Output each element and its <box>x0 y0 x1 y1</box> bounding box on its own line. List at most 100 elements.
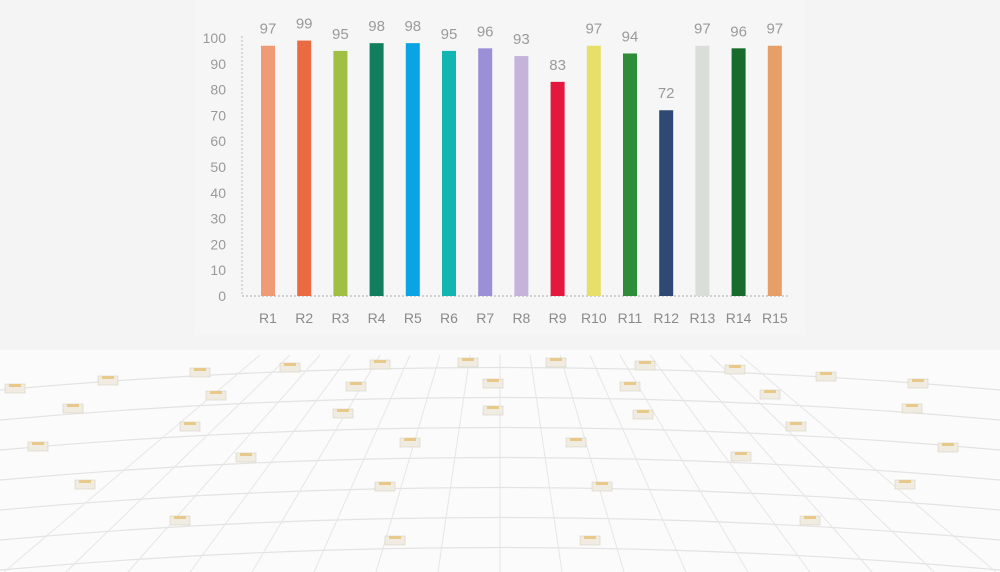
x-tick-label: R11 <box>618 310 643 326</box>
led-chip <box>482 405 504 416</box>
floor-ray <box>709 354 935 572</box>
bar-r12 <box>659 110 674 297</box>
y-tick-label: 90 <box>210 56 226 72</box>
led-chip <box>374 481 396 492</box>
led-chip <box>901 403 923 414</box>
x-tick-label: R5 <box>404 310 422 326</box>
data-label: 83 <box>549 57 566 74</box>
bar-r4 <box>369 43 384 296</box>
led-chip <box>345 381 367 392</box>
x-tick-label: R8 <box>512 310 530 326</box>
bar-r1 <box>261 45 275 296</box>
led-chip <box>815 371 837 382</box>
x-tick-label: R10 <box>581 310 607 326</box>
y-tick-label: 30 <box>210 211 226 227</box>
led-chip <box>457 357 479 368</box>
x-tick-label: R3 <box>331 310 349 326</box>
data-label: 97 <box>694 21 711 38</box>
floor-ray <box>529 354 563 572</box>
x-tick-label: R14 <box>726 310 752 326</box>
x-tick-label: R12 <box>653 310 679 326</box>
y-tick-label: 60 <box>210 133 226 149</box>
floor-ray <box>679 354 873 572</box>
led-chip <box>785 421 807 432</box>
bar-r2 <box>297 40 312 296</box>
led-chip <box>937 442 959 453</box>
floor-ray <box>313 354 411 572</box>
data-label: 96 <box>477 23 494 40</box>
led-chip <box>62 403 84 414</box>
led-chip <box>907 378 929 389</box>
data-label: 96 <box>730 23 747 40</box>
chart-panel <box>195 0 805 335</box>
bar-r13 <box>695 45 710 296</box>
floor-ray <box>619 354 749 572</box>
bar-r8 <box>514 56 529 297</box>
led-chip <box>235 452 257 463</box>
led-chip <box>591 481 613 492</box>
bar-r6 <box>442 50 456 297</box>
led-chip <box>399 437 421 448</box>
led-chip <box>730 451 752 462</box>
led-chip <box>545 357 567 368</box>
x-tick-label: R2 <box>295 310 313 326</box>
data-label: 97 <box>766 21 783 38</box>
led-chip <box>759 389 781 400</box>
led-chip <box>799 515 821 526</box>
led-chip <box>384 535 406 546</box>
led-chip <box>179 421 201 432</box>
y-tick-label: 70 <box>210 107 226 123</box>
bar-r9 <box>550 81 565 296</box>
bar-r5 <box>405 43 420 296</box>
data-label: 97 <box>585 21 602 38</box>
data-label: 93 <box>513 31 530 48</box>
bar-r11 <box>623 53 637 297</box>
data-label: 97 <box>260 21 277 38</box>
led-chip <box>279 362 301 373</box>
led-chip <box>482 378 504 389</box>
floor-ray <box>189 354 351 572</box>
led-chip <box>169 515 191 526</box>
led-chip <box>189 367 211 378</box>
x-tick-label: R7 <box>476 310 494 326</box>
led-chip <box>634 360 656 371</box>
floor-ray <box>437 354 471 572</box>
led-chip <box>332 408 354 419</box>
floor-ray <box>589 354 687 572</box>
led-grid-floor <box>0 350 1000 572</box>
led-chip <box>97 375 119 386</box>
bar-r10 <box>586 45 601 296</box>
bar-r3 <box>333 50 348 297</box>
bar-r7 <box>478 48 493 296</box>
data-label: 99 <box>296 16 313 33</box>
data-label: 95 <box>441 26 458 43</box>
y-tick-label: 80 <box>210 82 226 98</box>
led-chip <box>579 535 601 546</box>
y-tick-label: 40 <box>210 185 226 201</box>
x-tick-label: R4 <box>368 310 386 326</box>
x-tick-label: R15 <box>762 310 788 326</box>
y-tick-label: 20 <box>210 236 226 252</box>
x-tick-label: R6 <box>440 310 458 326</box>
data-label: 72 <box>658 85 675 102</box>
led-chip <box>894 479 916 490</box>
y-tick-label: 10 <box>210 262 226 278</box>
led-chip <box>565 437 587 448</box>
led-chip <box>205 390 227 401</box>
floor-ray <box>739 354 997 572</box>
led-chip <box>632 409 654 420</box>
y-tick-label: 100 <box>203 30 227 46</box>
led-chip <box>369 359 391 370</box>
data-label: 98 <box>368 18 385 35</box>
bar-r14 <box>731 48 746 296</box>
led-chip <box>724 364 746 375</box>
x-tick-label: R9 <box>549 310 567 326</box>
bar-r15 <box>767 45 782 296</box>
x-tick-label: R13 <box>690 310 716 326</box>
floor-ray <box>559 354 625 572</box>
led-chip <box>27 441 49 452</box>
data-label: 95 <box>332 26 349 43</box>
floor-ray <box>127 354 321 572</box>
data-label: 94 <box>622 28 639 45</box>
